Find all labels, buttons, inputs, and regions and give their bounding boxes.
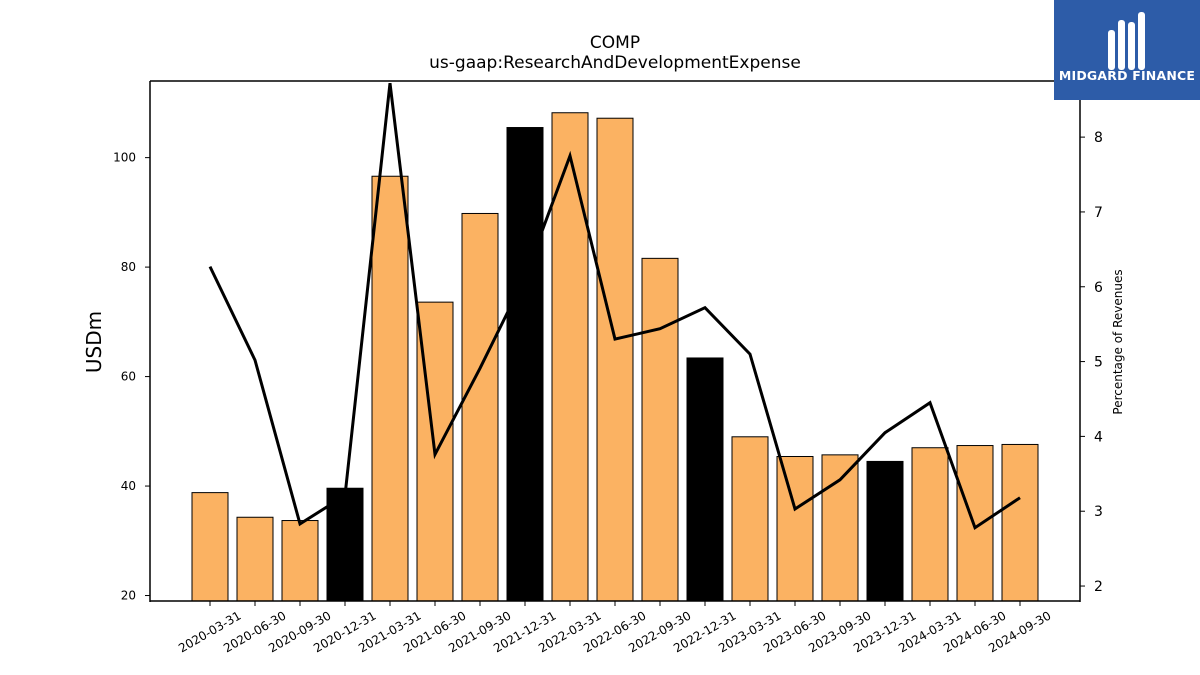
right-tick-label-5: 5 bbox=[1094, 355, 1103, 371]
bar-2022-09-30 bbox=[641, 257, 679, 602]
left-tick-label-100: 100 bbox=[113, 151, 136, 165]
right-tick-label-4: 4 bbox=[1094, 429, 1103, 445]
bar-2022-06-30 bbox=[596, 117, 634, 602]
left-axis-ticks: 20 40 60 80 100 bbox=[113, 151, 150, 603]
bar-2021-12-31 bbox=[506, 127, 544, 602]
right-tick-label-8: 8 bbox=[1094, 130, 1103, 146]
chart-subtitle: us-gaap:ResearchAndDevelopmentExpense bbox=[429, 53, 801, 73]
bar-2023-03-31 bbox=[731, 436, 769, 602]
right-axis-ticks: 2 3 4 5 6 7 8 bbox=[1080, 130, 1103, 595]
bar-2020-06-30 bbox=[236, 516, 274, 602]
brand-logo: MIDGARD FINANCE bbox=[1054, 0, 1200, 100]
bar-2022-03-31 bbox=[551, 112, 589, 602]
bar-2020-09-30 bbox=[281, 520, 319, 602]
bar-2021-03-31 bbox=[371, 175, 409, 602]
right-tick-label-2: 2 bbox=[1094, 579, 1103, 595]
right-tick-label-7: 7 bbox=[1094, 205, 1103, 221]
logo-text: MIDGARD FINANCE bbox=[1058, 68, 1196, 83]
bar-2020-12-31 bbox=[326, 487, 364, 602]
right-tick-label-3: 3 bbox=[1094, 504, 1103, 520]
bar-2024-03-31 bbox=[911, 447, 949, 602]
chart-title: COMP bbox=[589, 33, 641, 53]
bar-2023-06-30 bbox=[776, 455, 814, 602]
bar-2020-03-31 bbox=[191, 492, 229, 602]
left-tick-label-80: 80 bbox=[121, 260, 136, 274]
bar-2023-09-30 bbox=[821, 454, 859, 602]
left-tick-label-60: 60 bbox=[121, 370, 136, 384]
bar-2024-09-30 bbox=[1001, 443, 1039, 602]
left-tick-label-20: 20 bbox=[121, 589, 136, 603]
y-axis-label: USDm bbox=[82, 311, 106, 373]
x-axis-ticks: 2020-03-312020-06-302020-09-302020-12-31… bbox=[176, 601, 1054, 655]
line-series bbox=[208, 83, 1021, 531]
left-tick-label-40: 40 bbox=[121, 479, 136, 493]
y2-axis-label: Percentage of Revenues bbox=[1111, 269, 1125, 414]
bar-series bbox=[191, 112, 1039, 602]
bar-2022-12-31 bbox=[686, 357, 724, 602]
bar-2023-12-31 bbox=[866, 460, 904, 602]
logo-mark-icon bbox=[1054, 0, 1200, 100]
bar-2021-09-30 bbox=[461, 212, 499, 602]
right-tick-label-6: 6 bbox=[1094, 280, 1103, 296]
